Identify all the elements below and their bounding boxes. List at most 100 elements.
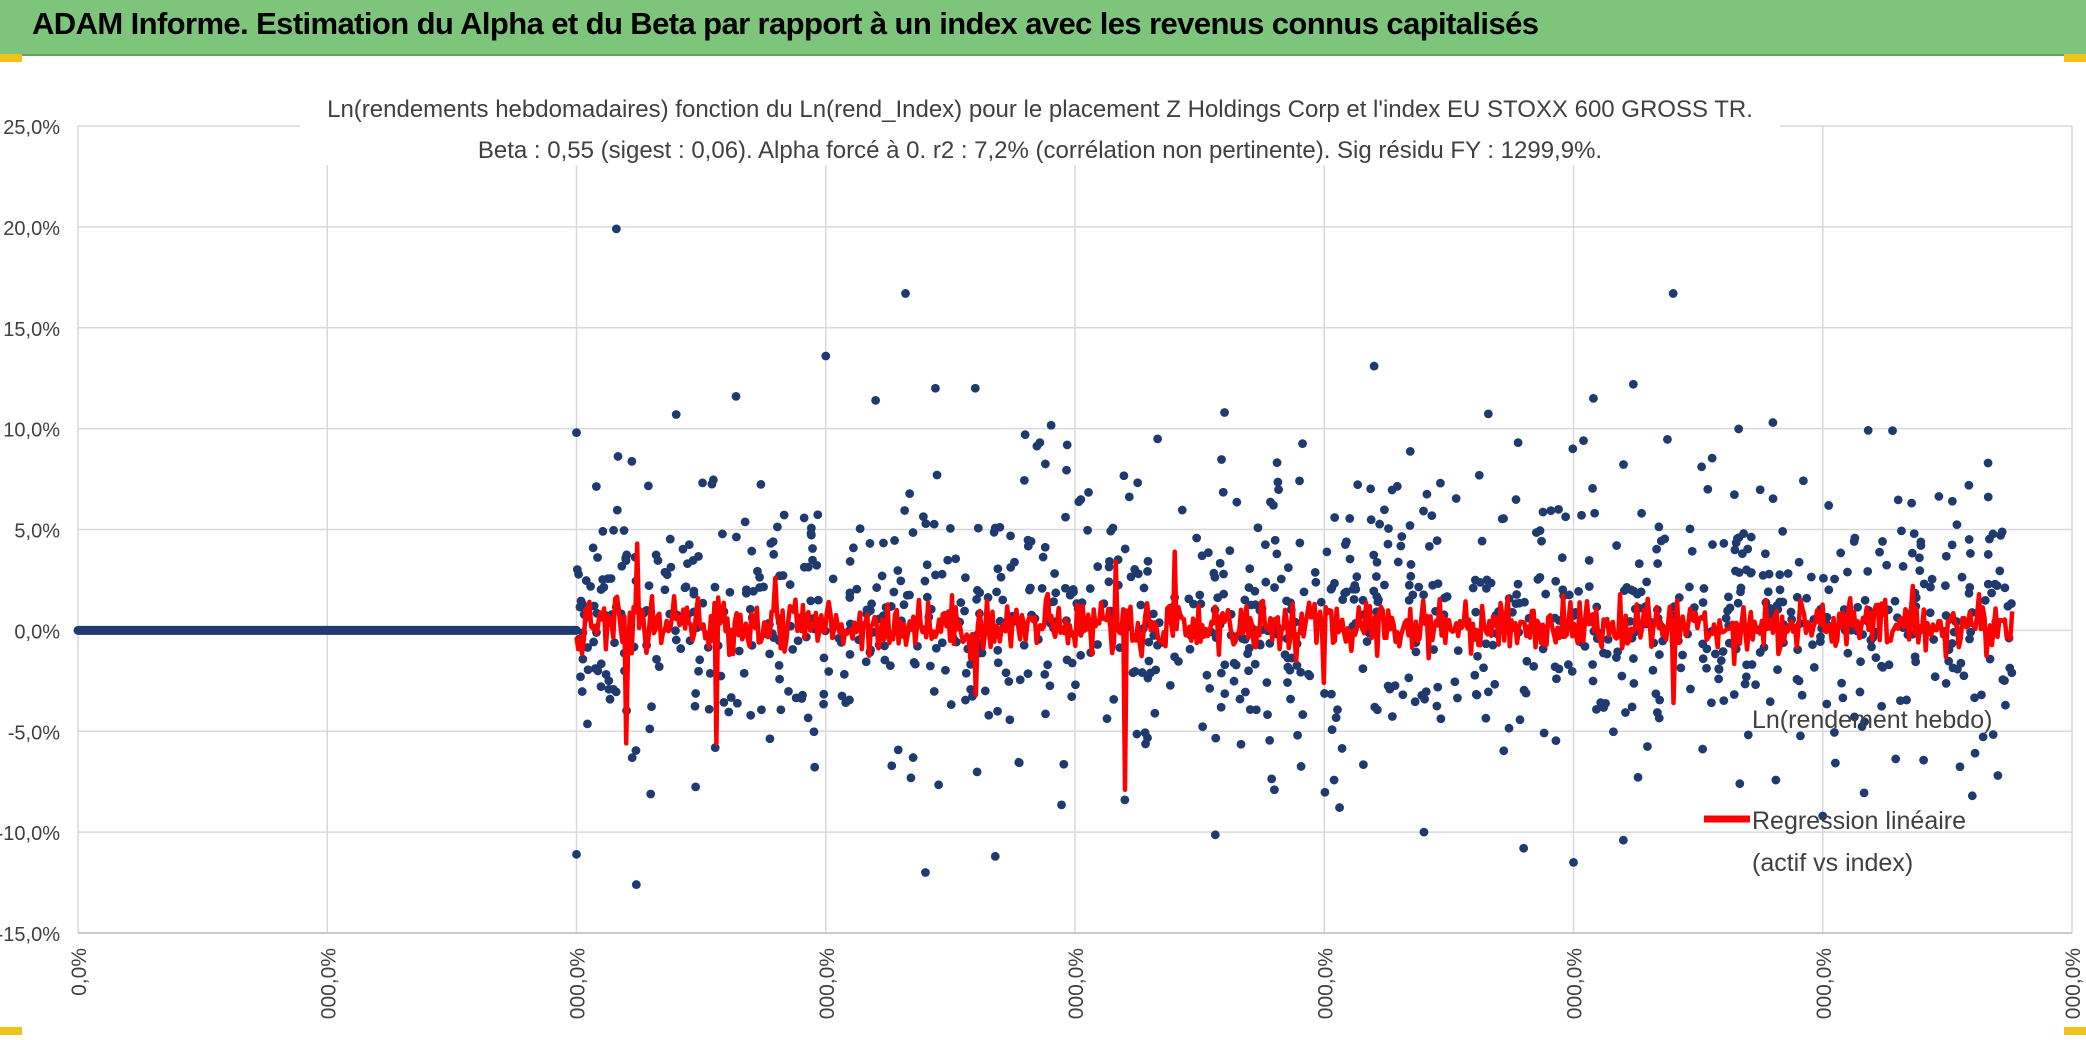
data-point bbox=[995, 522, 1005, 532]
data-point bbox=[798, 690, 807, 700]
data-point bbox=[1408, 590, 1418, 600]
data-point bbox=[1387, 712, 1397, 721]
data-point bbox=[1262, 678, 1272, 687]
data-point bbox=[1668, 289, 1678, 298]
data-point bbox=[1040, 459, 1050, 469]
data-point bbox=[941, 665, 950, 675]
data-point bbox=[1955, 762, 1965, 772]
data-point bbox=[1634, 559, 1644, 569]
data-point bbox=[684, 540, 694, 550]
data-point bbox=[1292, 661, 1302, 670]
data-point bbox=[819, 699, 828, 709]
data-point bbox=[756, 705, 766, 715]
data-point bbox=[1419, 827, 1429, 837]
report-banner: ADAM Informe. Estimation du Alpha et du … bbox=[0, 0, 2086, 56]
data-point bbox=[1037, 583, 1047, 593]
data-point bbox=[596, 659, 606, 669]
data-point bbox=[1764, 569, 1774, 579]
data-point bbox=[1453, 693, 1462, 703]
data-point bbox=[1143, 733, 1152, 743]
data-point bbox=[855, 524, 865, 534]
data-point bbox=[1822, 699, 1832, 709]
data-point bbox=[1035, 438, 1045, 448]
data-point bbox=[1383, 539, 1393, 549]
data-point bbox=[932, 470, 942, 480]
data-point bbox=[1143, 566, 1152, 576]
data-point bbox=[1992, 581, 2002, 591]
data-point bbox=[1384, 524, 1393, 533]
data-point bbox=[1983, 492, 1993, 502]
data-point bbox=[1109, 694, 1119, 704]
data-point bbox=[1698, 598, 1708, 607]
data-point bbox=[627, 753, 637, 763]
data-point bbox=[1837, 678, 1846, 688]
data-point bbox=[1746, 532, 1756, 542]
data-point bbox=[1698, 654, 1708, 664]
data-point bbox=[1327, 725, 1337, 735]
data-point bbox=[1983, 458, 1993, 468]
data-point bbox=[1707, 453, 1717, 463]
data-point bbox=[1897, 526, 1906, 536]
data-point bbox=[1349, 594, 1359, 604]
data-point bbox=[1136, 600, 1146, 610]
data-point bbox=[1877, 701, 1887, 711]
data-point bbox=[1539, 728, 1549, 738]
data-point bbox=[2001, 700, 2010, 710]
data-point bbox=[1588, 483, 1597, 493]
data-point bbox=[893, 566, 903, 575]
data-point bbox=[1927, 574, 1937, 584]
data-point bbox=[1686, 684, 1695, 694]
data-point bbox=[719, 697, 729, 707]
data-point bbox=[1387, 485, 1397, 495]
data-point bbox=[1427, 511, 1437, 521]
data-point bbox=[1345, 554, 1355, 564]
data-point bbox=[1830, 758, 1840, 768]
data-point bbox=[1244, 666, 1253, 676]
data-point bbox=[572, 428, 581, 438]
data-point bbox=[1410, 697, 1420, 707]
data-point bbox=[1618, 835, 1628, 845]
data-point bbox=[1857, 722, 1867, 731]
data-point bbox=[691, 782, 701, 792]
data-point bbox=[960, 573, 970, 582]
data-point bbox=[583, 643, 592, 652]
data-point bbox=[1153, 434, 1163, 444]
data-point bbox=[1481, 583, 1491, 593]
y-tick-label: -15,0% bbox=[0, 924, 60, 946]
data-point bbox=[1716, 656, 1726, 665]
data-point bbox=[644, 581, 654, 591]
y-tick-label: 10,0% bbox=[3, 420, 60, 442]
data-point bbox=[1882, 560, 1892, 570]
data-point bbox=[1128, 668, 1138, 678]
data-point bbox=[785, 580, 795, 589]
data-point bbox=[1322, 547, 1332, 557]
data-point bbox=[1515, 715, 1525, 725]
data-point bbox=[1980, 596, 1990, 605]
data-point bbox=[583, 665, 593, 675]
data-point bbox=[1083, 525, 1092, 535]
data-point bbox=[1265, 735, 1275, 745]
data-point bbox=[1654, 522, 1664, 532]
data-point bbox=[810, 762, 820, 772]
data-point bbox=[1627, 702, 1637, 712]
data-point bbox=[1251, 705, 1261, 715]
data-point bbox=[1406, 571, 1416, 581]
data-point bbox=[1612, 653, 1621, 662]
data-point bbox=[1617, 671, 1627, 681]
data-point bbox=[1676, 663, 1686, 673]
data-point bbox=[1589, 393, 1598, 403]
data-point bbox=[1755, 485, 1765, 495]
data-point bbox=[1742, 565, 1751, 575]
data-point bbox=[1270, 583, 1279, 592]
data-point bbox=[1229, 676, 1239, 686]
data-point bbox=[973, 585, 982, 595]
data-point bbox=[1043, 660, 1053, 670]
data-point bbox=[1941, 551, 1951, 561]
data-point bbox=[1916, 541, 1926, 550]
data-point bbox=[2000, 583, 2010, 593]
data-point bbox=[1964, 535, 1974, 544]
data-point bbox=[1424, 541, 1434, 551]
data-point bbox=[824, 667, 834, 676]
data-point bbox=[726, 693, 736, 702]
data-point bbox=[1243, 649, 1253, 659]
